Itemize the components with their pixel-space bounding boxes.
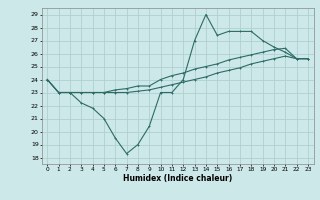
X-axis label: Humidex (Indice chaleur): Humidex (Indice chaleur): [123, 174, 232, 183]
